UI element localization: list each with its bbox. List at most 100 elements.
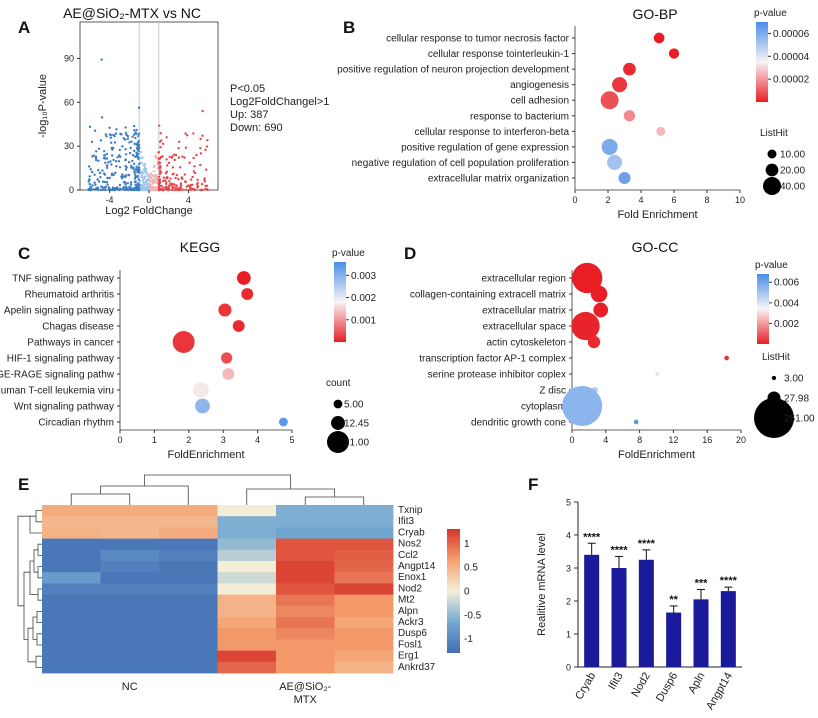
- down-point: [137, 156, 140, 159]
- ns-point: [139, 157, 142, 160]
- down-point: [105, 166, 109, 170]
- color-legend-label: 0.006: [774, 278, 799, 289]
- down-point: [104, 188, 107, 192]
- down-point: [104, 157, 107, 160]
- color-legend-bar: [334, 262, 346, 342]
- up-point: [179, 182, 183, 185]
- down-point: [104, 161, 107, 164]
- volcano-annotation: Up: 387: [230, 109, 269, 121]
- x-axis-label: Fold Enrichment: [617, 209, 697, 221]
- up-point: [162, 180, 165, 183]
- heatmap-cell: [334, 561, 394, 573]
- down-point: [118, 148, 122, 152]
- dendrogram-branch: [23, 571, 30, 640]
- up-point: [157, 179, 161, 182]
- down-point: [134, 136, 137, 140]
- group-label: MTX: [294, 694, 318, 706]
- down-point: [136, 182, 139, 185]
- bar: [611, 568, 627, 667]
- ns-point: [140, 187, 143, 190]
- down-point: [125, 166, 128, 169]
- heatmap-cell: [276, 639, 335, 651]
- heatmap-cell: [100, 628, 160, 640]
- bubble: [221, 352, 233, 364]
- chart-title: AE@SiO₂-MTX vs NC: [63, 5, 201, 21]
- x-tick-label: 1: [152, 435, 157, 445]
- down-point: [137, 178, 140, 181]
- x-axis-label: FoldEnrichment: [167, 449, 244, 461]
- dendrogram-branch: [37, 566, 42, 579]
- size-legend-label: 40.00: [780, 182, 805, 193]
- down-point: [103, 180, 107, 184]
- heatmap-cell: [217, 628, 277, 640]
- up-point: [171, 186, 174, 189]
- panel-label: F: [528, 475, 538, 494]
- bar: [638, 559, 654, 667]
- down-point: [98, 171, 102, 175]
- down-point: [92, 188, 95, 191]
- down-point: [93, 173, 96, 176]
- y-tick-label: 5: [566, 498, 571, 508]
- up-point: [184, 180, 187, 184]
- down-point: [137, 166, 141, 169]
- bubble: [600, 91, 619, 110]
- down-point: [135, 167, 138, 171]
- heatmap-cells: [42, 505, 394, 674]
- bubble: [192, 382, 209, 398]
- up-point: [174, 184, 178, 187]
- down-point: [133, 155, 137, 158]
- down-point: [129, 181, 133, 184]
- bubble: [587, 335, 601, 349]
- down-point: [133, 129, 136, 132]
- dendrogram-branch: [70, 493, 131, 505]
- bubble: [623, 110, 636, 122]
- up-point: [171, 166, 175, 169]
- down-point: [137, 162, 141, 166]
- heatmap-cell: [334, 583, 394, 595]
- down-point: [93, 129, 97, 132]
- ns-point: [148, 176, 151, 179]
- down-point: [136, 174, 139, 178]
- heatmap-cell: [334, 617, 394, 629]
- chart-title: KEGG: [180, 239, 220, 255]
- down-point: [113, 188, 116, 192]
- up-point: [167, 161, 171, 164]
- chart-title: GO-BP: [632, 6, 677, 22]
- down-point: [137, 106, 141, 109]
- down-point: [100, 58, 103, 61]
- down-point: [109, 160, 112, 163]
- bar: [693, 599, 709, 667]
- up-point: [206, 188, 209, 192]
- down-point: [89, 168, 93, 171]
- ns-point: [147, 183, 151, 186]
- down-point: [135, 185, 138, 189]
- heatmap-cell: [42, 583, 101, 595]
- panel-label: E: [18, 475, 29, 494]
- heatmap-cell: [276, 572, 335, 584]
- category-label: Z disc: [539, 386, 566, 397]
- x-tick-label: 20: [736, 435, 746, 445]
- down-point: [92, 154, 96, 157]
- bar: [666, 612, 682, 667]
- up-point: [204, 148, 207, 152]
- category-label: serine protease inhibitor coplex: [428, 370, 566, 381]
- heatmap-row-label: Mt2: [398, 595, 415, 606]
- heatmap-cell: [159, 628, 218, 640]
- heatmap-cell: [334, 505, 394, 517]
- up-point: [186, 134, 189, 137]
- up-point: [184, 146, 188, 149]
- down-point: [88, 182, 92, 186]
- size-legend-title: ListHit: [762, 352, 790, 363]
- up-point: [206, 139, 209, 142]
- up-point: [199, 147, 202, 150]
- heatmap-cell: [334, 605, 394, 618]
- x-tick-label: 16: [702, 435, 712, 445]
- up-point: [177, 178, 180, 181]
- up-point: [162, 186, 165, 189]
- heatmap-row-label: Ackr3: [398, 617, 424, 628]
- x-tick-label: 2: [186, 435, 191, 445]
- size-legend-circle: [763, 177, 781, 195]
- x-tick-label: Apln: [686, 671, 707, 696]
- color-legend-label: 0.002: [351, 293, 376, 304]
- up-point: [181, 155, 184, 158]
